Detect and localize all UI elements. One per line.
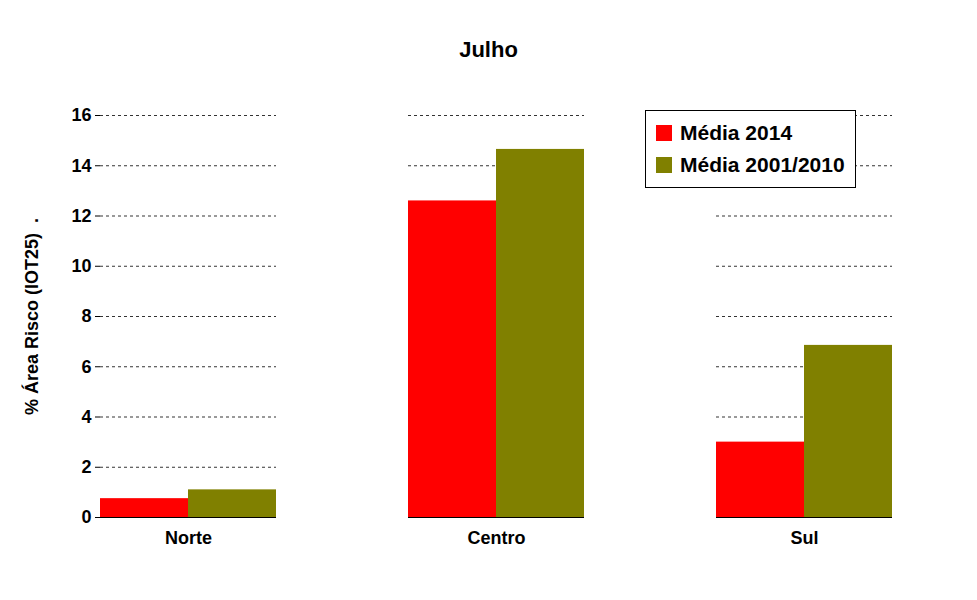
svg-text:0: 0 [81, 507, 91, 527]
svg-text:12: 12 [71, 206, 91, 226]
svg-text:16: 16 [71, 105, 91, 125]
svg-text:Norte: Norte [165, 528, 212, 548]
svg-text:% Área Risco (IOT25) .: % Área Risco (IOT25) . [21, 218, 42, 415]
html-text:Média 2014: Média 2014 [680, 121, 793, 144]
svg-text:Centro: Centro [468, 528, 526, 548]
svg-text:14: 14 [71, 156, 91, 176]
svg-text:6: 6 [81, 357, 91, 377]
html-text:Julho: Julho [459, 37, 518, 62]
html-text:Média 2001/2010: Média 2001/2010 [680, 153, 845, 176]
svg-text:2: 2 [81, 457, 91, 477]
svg-text:Sul: Sul [790, 528, 818, 548]
svg-text:8: 8 [81, 306, 91, 326]
svg-text:4: 4 [81, 407, 91, 427]
svg-text:10: 10 [71, 256, 91, 276]
